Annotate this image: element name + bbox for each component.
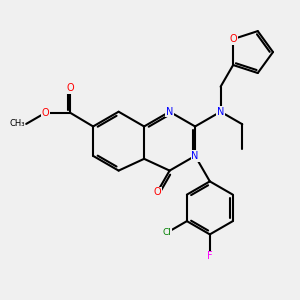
- Text: O: O: [229, 34, 237, 44]
- Text: Cl: Cl: [162, 228, 171, 237]
- Text: O: O: [41, 108, 49, 118]
- Text: CH₃: CH₃: [9, 119, 25, 128]
- Text: N: N: [191, 151, 199, 161]
- Text: O: O: [67, 83, 74, 93]
- Text: N: N: [217, 107, 224, 117]
- Text: F: F: [207, 251, 213, 262]
- Text: O: O: [153, 187, 161, 197]
- Text: N: N: [166, 107, 173, 117]
